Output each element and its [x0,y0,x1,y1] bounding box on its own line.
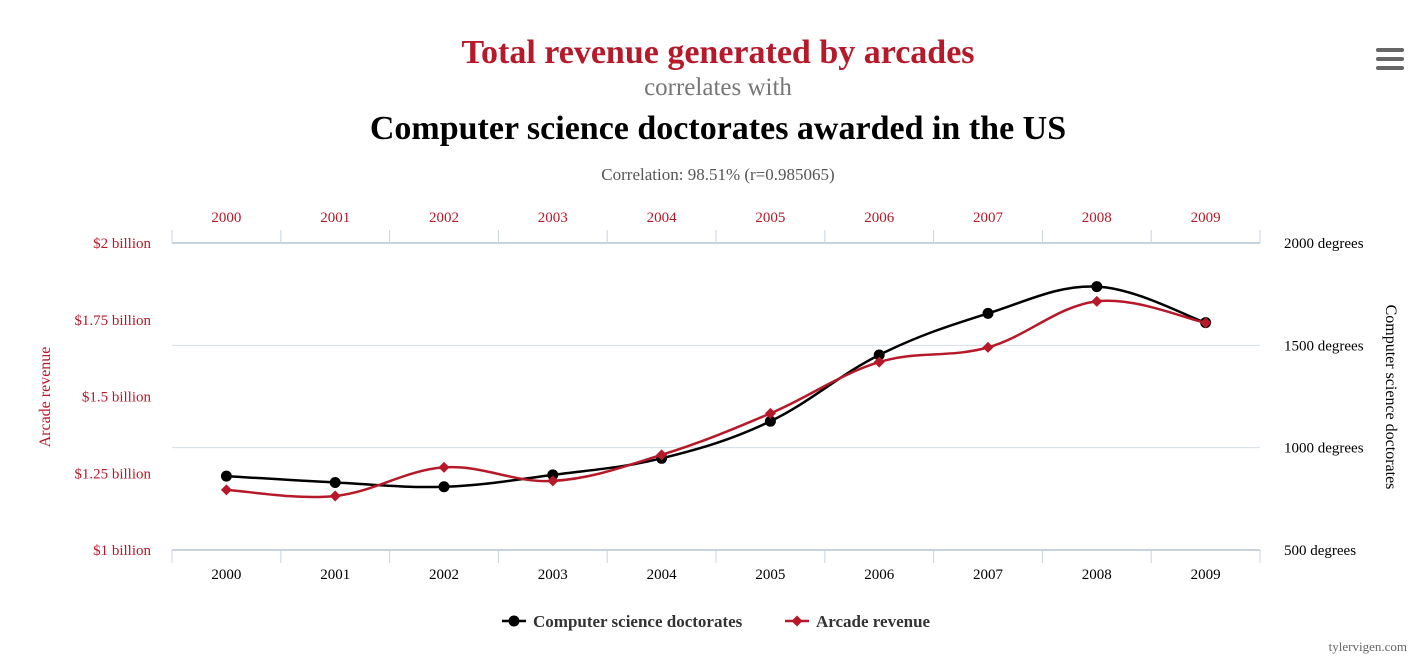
data-point-computer-science-doctorates [547,469,559,481]
data-point-computer-science-doctorates [982,307,994,319]
correlates-with-text: correlates with [644,74,792,101]
right-y-tick-label: 1500 degrees [1284,338,1364,354]
top-x-tick-label: 2009 [1191,210,1221,226]
correlation-text: Correlation: 98.51% (r=0.985065) [601,165,834,184]
left-y-tick-label: $1.25 billion [74,466,151,482]
top-x-tick-label: 2000 [211,210,241,226]
bottom-x-tick-label: 2001 [320,567,350,583]
top-x-tick-label: 2007 [973,210,1004,226]
top-x-tick-label: 2005 [755,210,785,226]
bottom-x-tick-label: 2004 [647,567,678,583]
left-y-axis-label: Arcade revenue [37,347,54,448]
data-point-arcade-revenue [438,461,450,473]
data-point-computer-science-doctorates [329,476,341,488]
bottom-x-tick-label: 2008 [1082,567,1112,583]
bottom-x-tick-label: 2006 [864,567,895,583]
chart-title-2: Computer science doctorates awarded in t… [370,110,1066,147]
bottom-x-tick-label: 2000 [211,567,241,583]
right-y-axis-label: Computer science doctorates [1382,305,1399,490]
bottom-x-tick-label: 2009 [1191,567,1221,583]
right-y-tick-label: 2000 degrees [1284,236,1364,252]
legend-marker-arcade-revenue [791,615,803,627]
top-x-tick-label: 2008 [1082,210,1112,226]
legend-label-computer-science-doctorates: Computer science doctorates [533,612,743,631]
data-point-arcade-revenue [220,484,232,496]
left-y-tick-label: $2 billion [93,236,151,252]
data-point-computer-science-doctorates [1091,281,1103,293]
right-y-tick-label: 500 degrees [1284,543,1356,559]
series-line-computer-science-doctorates [226,285,1206,489]
data-point-arcade-revenue [656,449,668,461]
top-x-tick-label: 2004 [647,210,678,226]
data-point-arcade-revenue [1200,317,1212,329]
legend-label-arcade-revenue: Arcade revenue [816,612,931,631]
top-x-tick-label: 2003 [538,210,568,226]
data-point-arcade-revenue [982,341,994,353]
bottom-x-tick-label: 2005 [755,567,785,583]
hamburger-menu-icon[interactable] [1376,48,1404,72]
series-line-arcade-revenue [226,299,1206,499]
data-point-computer-science-doctorates [764,415,776,427]
top-x-tick-label: 2001 [320,210,350,226]
data-point-arcade-revenue [764,407,776,419]
top-x-tick-label: 2006 [864,210,895,226]
bottom-x-tick-label: 2007 [973,567,1004,583]
chart-title: Total revenue generated by arcades [461,34,974,71]
left-y-tick-label: $1 billion [93,543,151,559]
bottom-x-tick-label: 2002 [429,567,459,583]
data-point-arcade-revenue [873,356,885,368]
left-y-tick-label: $1.5 billion [82,390,152,406]
bottom-x-tick-label: 2003 [538,567,568,583]
credit-text: tylervigen.com [1329,639,1407,654]
data-point-computer-science-doctorates [220,470,232,482]
data-point-computer-science-doctorates [873,349,885,361]
legend-marker-computer-science-doctorates [508,615,520,627]
data-point-arcade-revenue [547,475,559,487]
top-x-tick-label: 2002 [429,210,459,226]
data-point-computer-science-doctorates [438,481,450,493]
data-point-arcade-revenue [1091,295,1103,307]
left-y-tick-label: $1.75 billion [74,313,151,329]
right-y-tick-label: 1000 degrees [1284,441,1364,457]
data-point-arcade-revenue [329,490,341,502]
